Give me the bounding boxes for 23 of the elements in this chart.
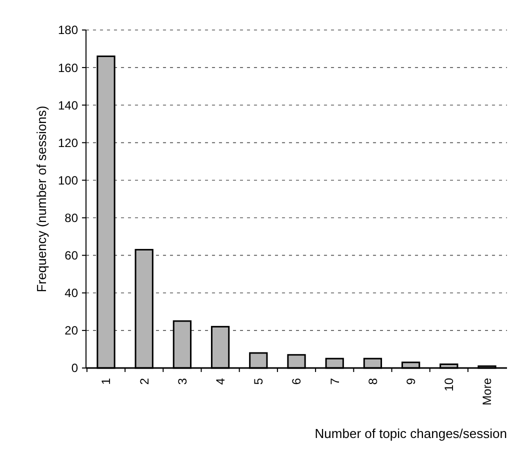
y-tick-label: 120 — [58, 136, 78, 150]
y-tick-label: 0 — [71, 361, 78, 376]
x-tick-label: 4 — [214, 378, 228, 385]
x-tick-label: 8 — [366, 378, 380, 385]
x-tick-label: 1 — [99, 378, 114, 385]
x-tick-label: 3 — [175, 378, 190, 385]
x-axis-title: Number of topic changes/session — [314, 426, 507, 441]
y-tick-label: 140 — [58, 98, 78, 112]
x-tick-label: 9 — [404, 378, 418, 385]
x-tick-label: 10 — [442, 378, 456, 392]
y-tick-label: 20 — [64, 324, 78, 338]
x-tick-label: 2 — [137, 378, 152, 385]
x-tick-label: 7 — [328, 378, 342, 385]
y-axis-title: Frequency (number of sessions) — [34, 106, 49, 292]
x-tick-label: 6 — [290, 378, 304, 385]
y-tick-label: 80 — [64, 210, 78, 225]
y-tick-label: 40 — [64, 286, 78, 300]
y-tick-label: 100 — [58, 173, 78, 188]
x-tick-label: 5 — [252, 378, 266, 385]
y-tick-label: 160 — [58, 60, 78, 75]
x-tick-label: More — [480, 378, 494, 406]
y-tick-label: 180 — [58, 23, 78, 38]
y-tick-label: 60 — [64, 248, 78, 263]
